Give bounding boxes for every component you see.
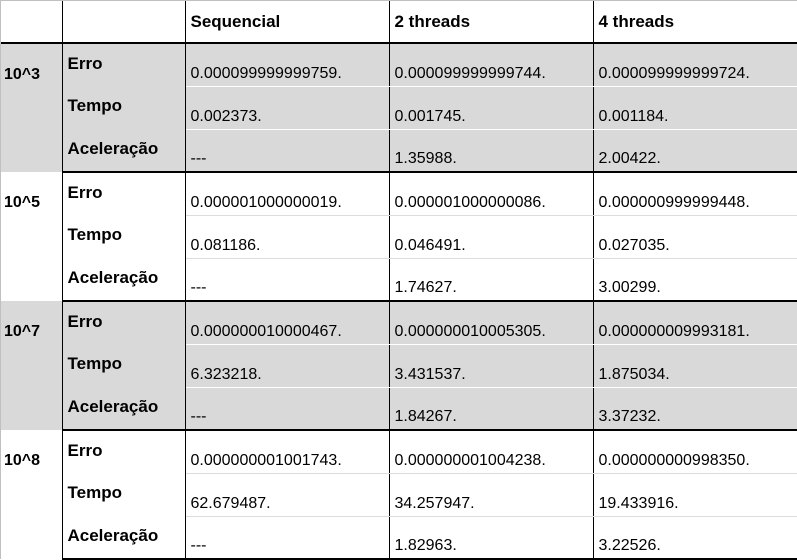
- 2-threads-value-cell[interactable]: 3.431537.: [389, 344, 594, 388]
- sequential-value-cell[interactable]: 0.000000001001743.: [185, 430, 390, 474]
- metric-cell-tempo[interactable]: Tempo: [62, 344, 186, 387]
- metric-cell-erro[interactable]: Erro: [62, 43, 186, 86]
- sequential-value-cell[interactable]: 0.000099999999759.: [185, 43, 390, 87]
- n-cell[interactable]: 10^3: [1, 43, 63, 172]
- metric-cell-tempo[interactable]: Tempo: [62, 473, 186, 516]
- metric-cell-aceleracao[interactable]: Aceleração: [62, 516, 186, 560]
- 2-threads-value-cell[interactable]: 0.046491.: [389, 215, 594, 259]
- sequential-value-cell[interactable]: ---: [185, 516, 390, 560]
- table-row: 10^8 Erro 0.000000001001743. 0.000000001…: [1, 430, 797, 559]
- 4-threads-value-cell[interactable]: 0.027035.: [593, 215, 797, 259]
- sequential-value-cell[interactable]: ---: [185, 258, 390, 302]
- group-10-7: 10^7 Erro 0.000000010000467. 0.000000010…: [1, 301, 797, 431]
- n-cell[interactable]: 10^8: [1, 430, 63, 559]
- sequential-value-cell[interactable]: 0.000000010000467.: [185, 301, 390, 345]
- sequential-value-cell[interactable]: 0.002373.: [185, 86, 390, 130]
- table-row: 10^5 Erro 0.000001000000019. 0.000001000…: [1, 172, 797, 301]
- 4-threads-value-cell[interactable]: 3.22526.: [593, 516, 797, 560]
- sequential-value-cell[interactable]: ---: [185, 129, 390, 173]
- group-10-3: 10^3 Erro 0.000099999999759. 0.000099999…: [1, 43, 797, 173]
- header-cell-4-threads[interactable]: 4 threads: [593, 1, 797, 44]
- metric-cell-erro[interactable]: Erro: [62, 172, 186, 215]
- sequential-value-cell[interactable]: ---: [185, 387, 390, 431]
- table-row: 10^3 Erro 0.000099999999759. 0.000099999…: [1, 43, 797, 172]
- table-row: Aceleração --- 1.82963. 3.22526.: [1, 516, 797, 560]
- 4-threads-value-cell[interactable]: 0.000000999999448.: [593, 172, 797, 216]
- 2-threads-value-cell[interactable]: 34.257947.: [389, 473, 594, 517]
- table-row: Tempo 62.679487. 34.257947. 19.433916.: [1, 473, 797, 517]
- metric-cell-tempo[interactable]: Tempo: [62, 215, 186, 258]
- 2-threads-value-cell[interactable]: 0.000000010005305.: [389, 301, 594, 345]
- table-row: Tempo 0.081186. 0.046491. 0.027035.: [1, 215, 797, 259]
- group-10-8: 10^8 Erro 0.000000001001743. 0.000000001…: [1, 430, 797, 560]
- 4-threads-value-cell[interactable]: 19.433916.: [593, 473, 797, 517]
- sequential-value-cell[interactable]: 6.323218.: [185, 344, 390, 388]
- sequential-value-cell[interactable]: 62.679487.: [185, 473, 390, 517]
- header-cell-blank-2[interactable]: [62, 1, 186, 44]
- header-cell-2-threads[interactable]: 2 threads: [389, 1, 594, 44]
- table-row: Aceleração --- 1.74627. 3.00299.: [1, 258, 797, 302]
- table-row: 10^7 Erro 0.000000010000467. 0.000000010…: [1, 301, 797, 430]
- 4-threads-value-cell[interactable]: 0.001184.: [593, 86, 797, 130]
- table-row: Aceleração --- 1.84267. 3.37232.: [1, 387, 797, 431]
- 4-threads-value-cell[interactable]: 0.000000000998350.: [593, 430, 797, 474]
- header-cell-blank-1[interactable]: [1, 1, 63, 44]
- n-cell[interactable]: 10^7: [1, 301, 63, 430]
- 2-threads-value-cell[interactable]: 1.84267.: [389, 387, 594, 431]
- 4-threads-value-cell[interactable]: 3.00299.: [593, 258, 797, 302]
- 4-threads-value-cell[interactable]: 1.875034.: [593, 344, 797, 388]
- metric-cell-erro[interactable]: Erro: [62, 301, 186, 344]
- 2-threads-value-cell[interactable]: 1.82963.: [389, 516, 594, 560]
- table-row: Tempo 0.002373. 0.001745. 0.001184.: [1, 86, 797, 130]
- metric-cell-tempo[interactable]: Tempo: [62, 86, 186, 129]
- 2-threads-value-cell[interactable]: 0.001745.: [389, 86, 594, 130]
- 4-threads-value-cell[interactable]: 2.00422.: [593, 129, 797, 173]
- 4-threads-value-cell[interactable]: 0.000099999999724.: [593, 43, 797, 87]
- metric-cell-aceleracao[interactable]: Aceleração: [62, 258, 186, 302]
- 2-threads-value-cell[interactable]: 0.000000001004238.: [389, 430, 594, 474]
- 4-threads-value-cell[interactable]: 3.37232.: [593, 387, 797, 431]
- 4-threads-value-cell[interactable]: 0.000000009993181.: [593, 301, 797, 345]
- metric-cell-erro[interactable]: Erro: [62, 430, 186, 473]
- header-cell-sequential[interactable]: Sequencial: [185, 1, 390, 44]
- n-cell[interactable]: 10^5: [1, 172, 63, 301]
- table-row: Aceleração --- 1.35988. 2.00422.: [1, 129, 797, 173]
- 2-threads-value-cell[interactable]: 1.74627.: [389, 258, 594, 302]
- 2-threads-value-cell[interactable]: 0.000099999999744.: [389, 43, 594, 87]
- 2-threads-value-cell[interactable]: 1.35988.: [389, 129, 594, 173]
- sequential-value-cell[interactable]: 0.000001000000019.: [185, 172, 390, 216]
- header-row: Sequencial 2 threads 4 threads: [1, 1, 797, 44]
- metric-cell-aceleracao[interactable]: Aceleração: [62, 387, 186, 431]
- table-row: Tempo 6.323218. 3.431537. 1.875034.: [1, 344, 797, 388]
- metric-cell-aceleracao[interactable]: Aceleração: [62, 129, 186, 173]
- sequential-value-cell[interactable]: 0.081186.: [185, 215, 390, 259]
- 2-threads-value-cell[interactable]: 0.000001000000086.: [389, 172, 594, 216]
- group-10-5: 10^5 Erro 0.000001000000019. 0.000001000…: [1, 172, 797, 302]
